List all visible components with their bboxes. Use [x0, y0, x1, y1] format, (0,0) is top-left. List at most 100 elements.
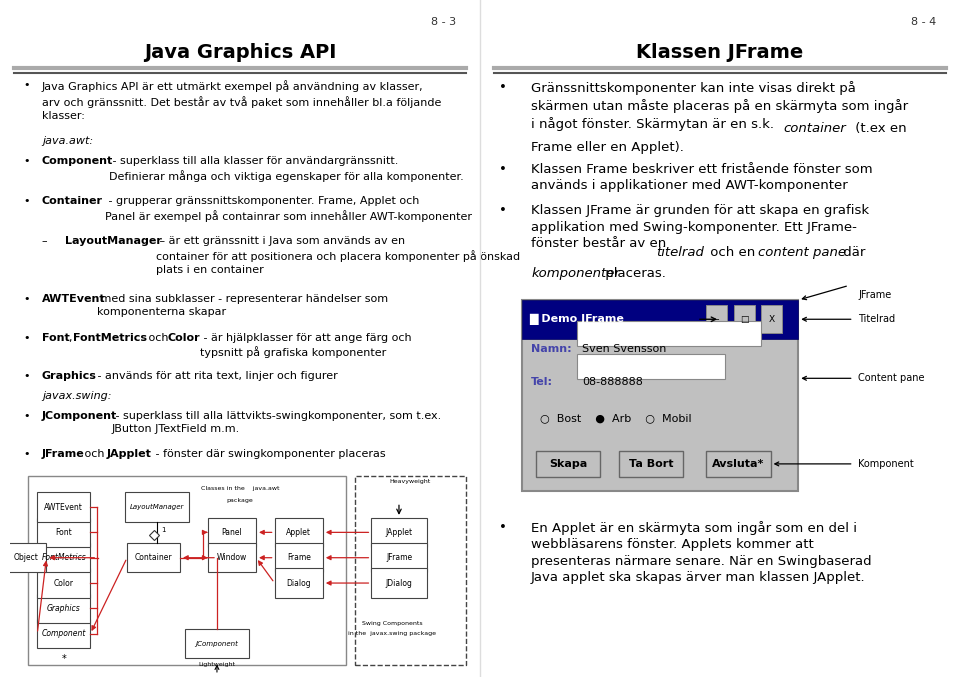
Text: JFrame: JFrame	[386, 553, 412, 562]
FancyBboxPatch shape	[207, 543, 256, 572]
Text: Java Graphics API: Java Graphics API	[144, 43, 336, 62]
FancyBboxPatch shape	[618, 451, 684, 477]
Text: titelrad: titelrad	[657, 246, 705, 259]
FancyBboxPatch shape	[355, 476, 466, 665]
FancyBboxPatch shape	[761, 305, 782, 333]
Text: Font: Font	[56, 528, 72, 537]
Text: java.awt:: java.awt:	[42, 136, 93, 146]
Text: •: •	[23, 371, 30, 381]
Text: Color: Color	[167, 332, 200, 343]
Text: LayoutManager: LayoutManager	[65, 236, 162, 246]
Text: Applet: Applet	[286, 528, 311, 537]
Text: Window: Window	[217, 553, 247, 562]
FancyBboxPatch shape	[275, 543, 323, 572]
Text: javax.swing:: javax.swing:	[42, 391, 111, 401]
Text: –: –	[714, 315, 719, 324]
Text: FontMetrics: FontMetrics	[73, 332, 147, 343]
Text: •: •	[23, 450, 30, 459]
FancyBboxPatch shape	[707, 305, 727, 333]
Text: container: container	[783, 123, 847, 135]
Text: komponenter: komponenter	[531, 267, 620, 280]
FancyBboxPatch shape	[372, 543, 426, 572]
Text: - superklass till alla lättvikts-swingkomponenter, som t.ex.
JButton JTextField : - superklass till alla lättvikts-swingko…	[112, 411, 442, 434]
Text: Komponent: Komponent	[858, 459, 914, 469]
Text: FontMetrics: FontMetrics	[41, 553, 86, 562]
FancyBboxPatch shape	[707, 451, 771, 477]
Text: - grupperar gränssnittskomponenter. Frame, Applet och
Panel är exempel på contai: - grupperar gränssnittskomponenter. Fram…	[106, 196, 472, 222]
Text: En Applet är en skärmyta som ingår som en del i
webbläsarens fönster. Applets ko: En Applet är en skärmyta som ingår som e…	[531, 521, 872, 584]
Text: *: *	[61, 654, 66, 663]
Text: Font: Font	[42, 332, 70, 343]
Text: (t.ex en: (t.ex en	[852, 123, 907, 135]
Text: •: •	[499, 521, 507, 534]
FancyBboxPatch shape	[577, 321, 761, 346]
Text: Color: Color	[54, 579, 74, 588]
FancyBboxPatch shape	[37, 492, 90, 521]
Text: Panel: Panel	[222, 528, 242, 537]
Text: Namn:: Namn:	[531, 344, 572, 354]
Text: •: •	[499, 204, 507, 217]
Text: Java Graphics API är ett utmärkt exempel på användning av klasser,
arv och gräns: Java Graphics API är ett utmärkt exempel…	[42, 80, 442, 121]
FancyBboxPatch shape	[37, 518, 90, 547]
FancyBboxPatch shape	[372, 569, 426, 598]
Text: •: •	[23, 294, 30, 304]
Text: och: och	[81, 450, 108, 459]
Text: Swing Components: Swing Components	[362, 621, 422, 626]
FancyBboxPatch shape	[125, 492, 189, 521]
Text: X: X	[769, 315, 775, 324]
Text: med sina subklasser - representerar händelser som
komponenterna skapar: med sina subklasser - representerar händ…	[97, 294, 388, 318]
Text: Lightweight: Lightweight	[199, 661, 235, 667]
Text: 08-888888: 08-888888	[582, 377, 642, 387]
FancyBboxPatch shape	[37, 543, 90, 572]
Text: Component: Component	[42, 156, 113, 166]
FancyBboxPatch shape	[536, 451, 600, 477]
Text: Klassen JFrame är grunden för att skapa en grafisk
applikation med Swing-kompone: Klassen JFrame är grunden för att skapa …	[531, 204, 869, 250]
Text: - används för att rita text, linjer och figurer: - används för att rita text, linjer och …	[94, 371, 338, 381]
Text: Avsluta*: Avsluta*	[712, 459, 764, 469]
FancyBboxPatch shape	[275, 569, 323, 598]
FancyBboxPatch shape	[733, 305, 755, 333]
Text: - fönster där swingkomponenter placeras: - fönster där swingkomponenter placeras	[153, 450, 386, 459]
FancyBboxPatch shape	[37, 619, 90, 649]
Text: Heavyweight: Heavyweight	[390, 479, 431, 484]
FancyBboxPatch shape	[522, 300, 799, 338]
Text: Klassen Frame beskriver ett fristående fönster som
används i applikationer med A: Klassen Frame beskriver ett fristående f…	[531, 162, 873, 192]
Text: •: •	[23, 411, 30, 421]
Text: in the  javax.swing package: in the javax.swing package	[348, 631, 436, 636]
Text: JFrame: JFrame	[858, 290, 892, 300]
Text: JComponent: JComponent	[196, 640, 238, 647]
Text: och: och	[145, 332, 172, 343]
Text: Component: Component	[41, 629, 86, 638]
FancyBboxPatch shape	[184, 629, 250, 658]
FancyBboxPatch shape	[207, 518, 256, 547]
Text: Frame eller en Applet).: Frame eller en Applet).	[531, 141, 684, 154]
Text: Dialog: Dialog	[286, 579, 311, 588]
FancyBboxPatch shape	[275, 518, 323, 547]
FancyBboxPatch shape	[37, 569, 90, 598]
Text: JFrame: JFrame	[42, 450, 84, 459]
Text: Ta Bort: Ta Bort	[629, 459, 673, 469]
Text: █ Demo JFrame: █ Demo JFrame	[529, 313, 624, 325]
Text: Tel:: Tel:	[531, 377, 553, 387]
Text: där: där	[839, 246, 865, 259]
FancyBboxPatch shape	[127, 543, 180, 572]
Text: Frame: Frame	[287, 553, 311, 562]
Text: 8 - 3: 8 - 3	[431, 17, 457, 26]
Text: Skapa: Skapa	[549, 459, 588, 469]
Text: Classes in the    java.awt: Classes in the java.awt	[201, 486, 279, 491]
Text: JDialog: JDialog	[386, 579, 413, 588]
Text: •: •	[23, 156, 30, 166]
Text: Container: Container	[42, 196, 103, 206]
Text: ,: ,	[68, 332, 76, 343]
Text: –: –	[42, 236, 47, 246]
Text: AWTEvent: AWTEvent	[42, 294, 106, 304]
Text: och en: och en	[707, 246, 759, 259]
Text: Klassen JFrame: Klassen JFrame	[636, 43, 804, 62]
Text: Titelrad: Titelrad	[858, 314, 896, 324]
Text: LayoutManager: LayoutManager	[130, 504, 184, 510]
Text: placeras.: placeras.	[601, 267, 666, 280]
Text: Gränssnittskomponenter kan inte visas direkt på
skärmen utan måste placeras på e: Gränssnittskomponenter kan inte visas di…	[531, 81, 908, 131]
Text: 8 - 4: 8 - 4	[911, 17, 937, 26]
Text: - är hjälpklasser för att ange färg och
typsnitt på grafiska komponenter: - är hjälpklasser för att ange färg och …	[201, 332, 412, 358]
Text: •: •	[23, 332, 30, 343]
